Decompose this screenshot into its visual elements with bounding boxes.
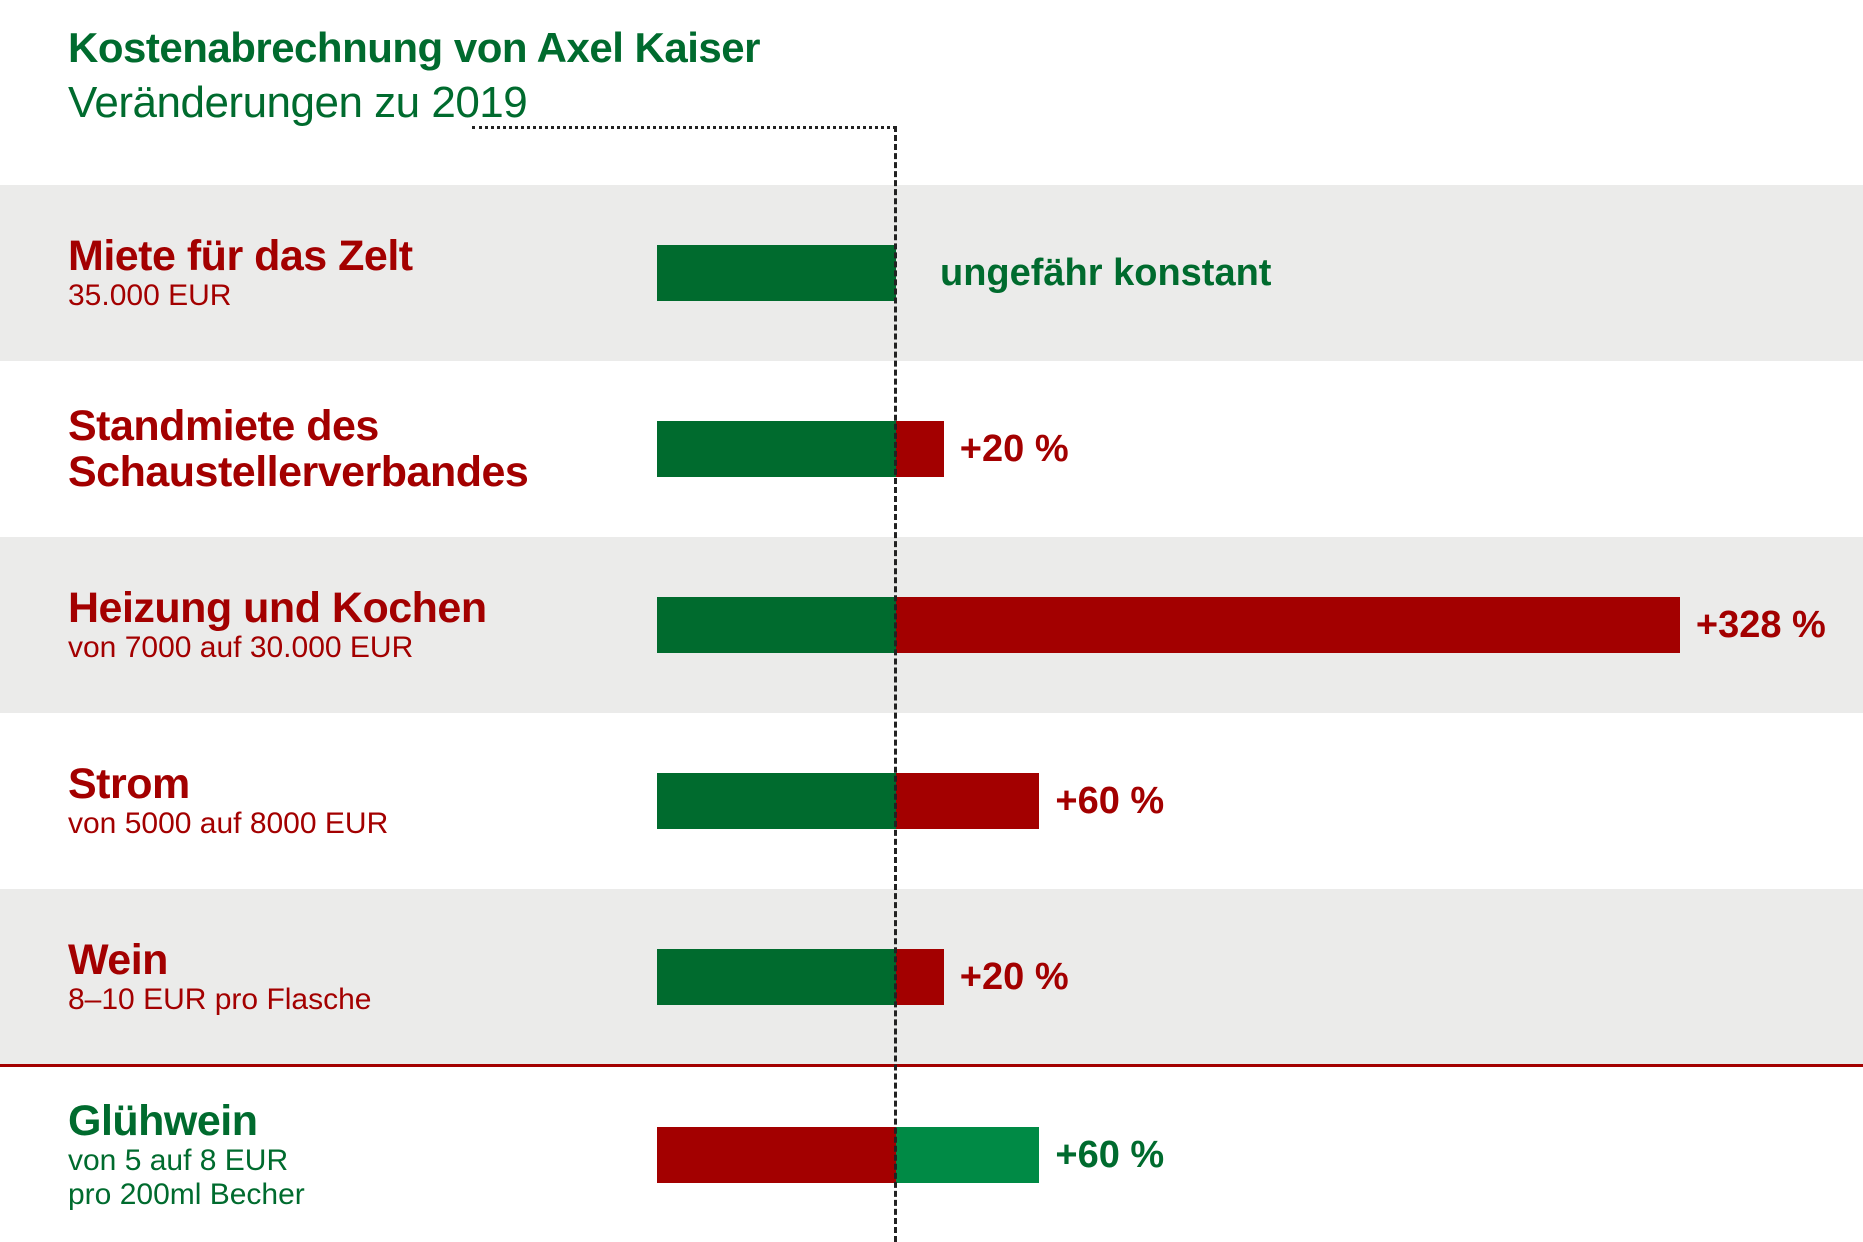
chart-row: Standmiete des Schaustellerverbandes +20 %: [0, 361, 1863, 537]
chart-title: Kostenabrechnung von Axel Kaiser: [68, 24, 760, 71]
row-title: Glühwein: [68, 1096, 258, 1145]
bar-change: [896, 421, 944, 477]
row-label: Glühwein von 5 auf 8 EUR pro 200ml Becher: [68, 1098, 305, 1212]
chart-subtitle: Veränderungen zu 2019: [68, 78, 528, 127]
change-label: +60 %: [1055, 1134, 1165, 1176]
bar-2019-baseline: [657, 949, 896, 1005]
row-subtitle: von 5000 auf 8000 EUR: [68, 807, 389, 840]
row-title: Schaustellerverbandes: [68, 448, 529, 496]
row-subtitle: pro 200ml Becher: [68, 1177, 305, 1211]
baseline-2019: [894, 126, 897, 1242]
bar-2019-baseline: [657, 245, 896, 301]
change-label: ungefähr konstant: [940, 252, 1272, 294]
bar-change: [896, 773, 1040, 829]
chart-row: Glühwein von 5 auf 8 EUR pro 200ml Becher +…: [0, 1067, 1863, 1242]
bar-2019-baseline: [657, 421, 896, 477]
change-label: +20 %: [959, 428, 1069, 470]
row-label: Standmiete des Schaustellerverbandes: [68, 402, 529, 496]
row-title: Standmiete des: [68, 402, 379, 450]
row-title: Wein: [68, 936, 168, 984]
bar-2019-baseline: [657, 597, 896, 653]
row-label: Miete für das Zelt 35.000 EUR: [68, 233, 413, 313]
row-title: Miete für das Zelt: [68, 232, 413, 280]
chart-row: Miete für das Zelt 35.000 EUR ungefähr kon…: [0, 185, 1863, 361]
chart-row: Heizung und Kochen von 7000 auf 30.000 EU…: [0, 537, 1863, 713]
bar-2019-baseline: [657, 773, 896, 829]
chart-row: Strom von 5000 auf 8000 EUR +60 %: [0, 713, 1863, 889]
row-subtitle: von 7000 auf 30.000 EUR: [68, 631, 414, 664]
row-label: Wein 8–10 EUR pro Flasche: [68, 937, 372, 1017]
change-label: +60 %: [1055, 780, 1165, 822]
separator-line: [0, 1064, 1863, 1067]
row-label: Strom von 5000 auf 8000 EUR: [68, 761, 388, 841]
bar-change: [896, 1127, 1040, 1183]
bar-change: [896, 949, 944, 1005]
row-subtitle: 35.000 EUR: [68, 279, 232, 312]
change-label: +328 %: [1695, 604, 1826, 646]
row-subtitle: 8–10 EUR pro Flasche: [68, 983, 372, 1016]
dotted-connector: [472, 126, 896, 129]
row-title: Strom: [68, 760, 190, 808]
row-label: Heizung und Kochen von 7000 auf 30.000 EU…: [68, 585, 487, 665]
change-label: +20 %: [959, 956, 1069, 998]
row-subtitle: von 5 auf 8 EUR: [68, 1143, 289, 1177]
bar-change: [896, 597, 1680, 653]
row-title: Heizung und Kochen: [68, 584, 487, 632]
chart-row: Wein 8–10 EUR pro Flasche +20 %: [0, 889, 1863, 1065]
bar-2019-baseline: [657, 1127, 896, 1183]
